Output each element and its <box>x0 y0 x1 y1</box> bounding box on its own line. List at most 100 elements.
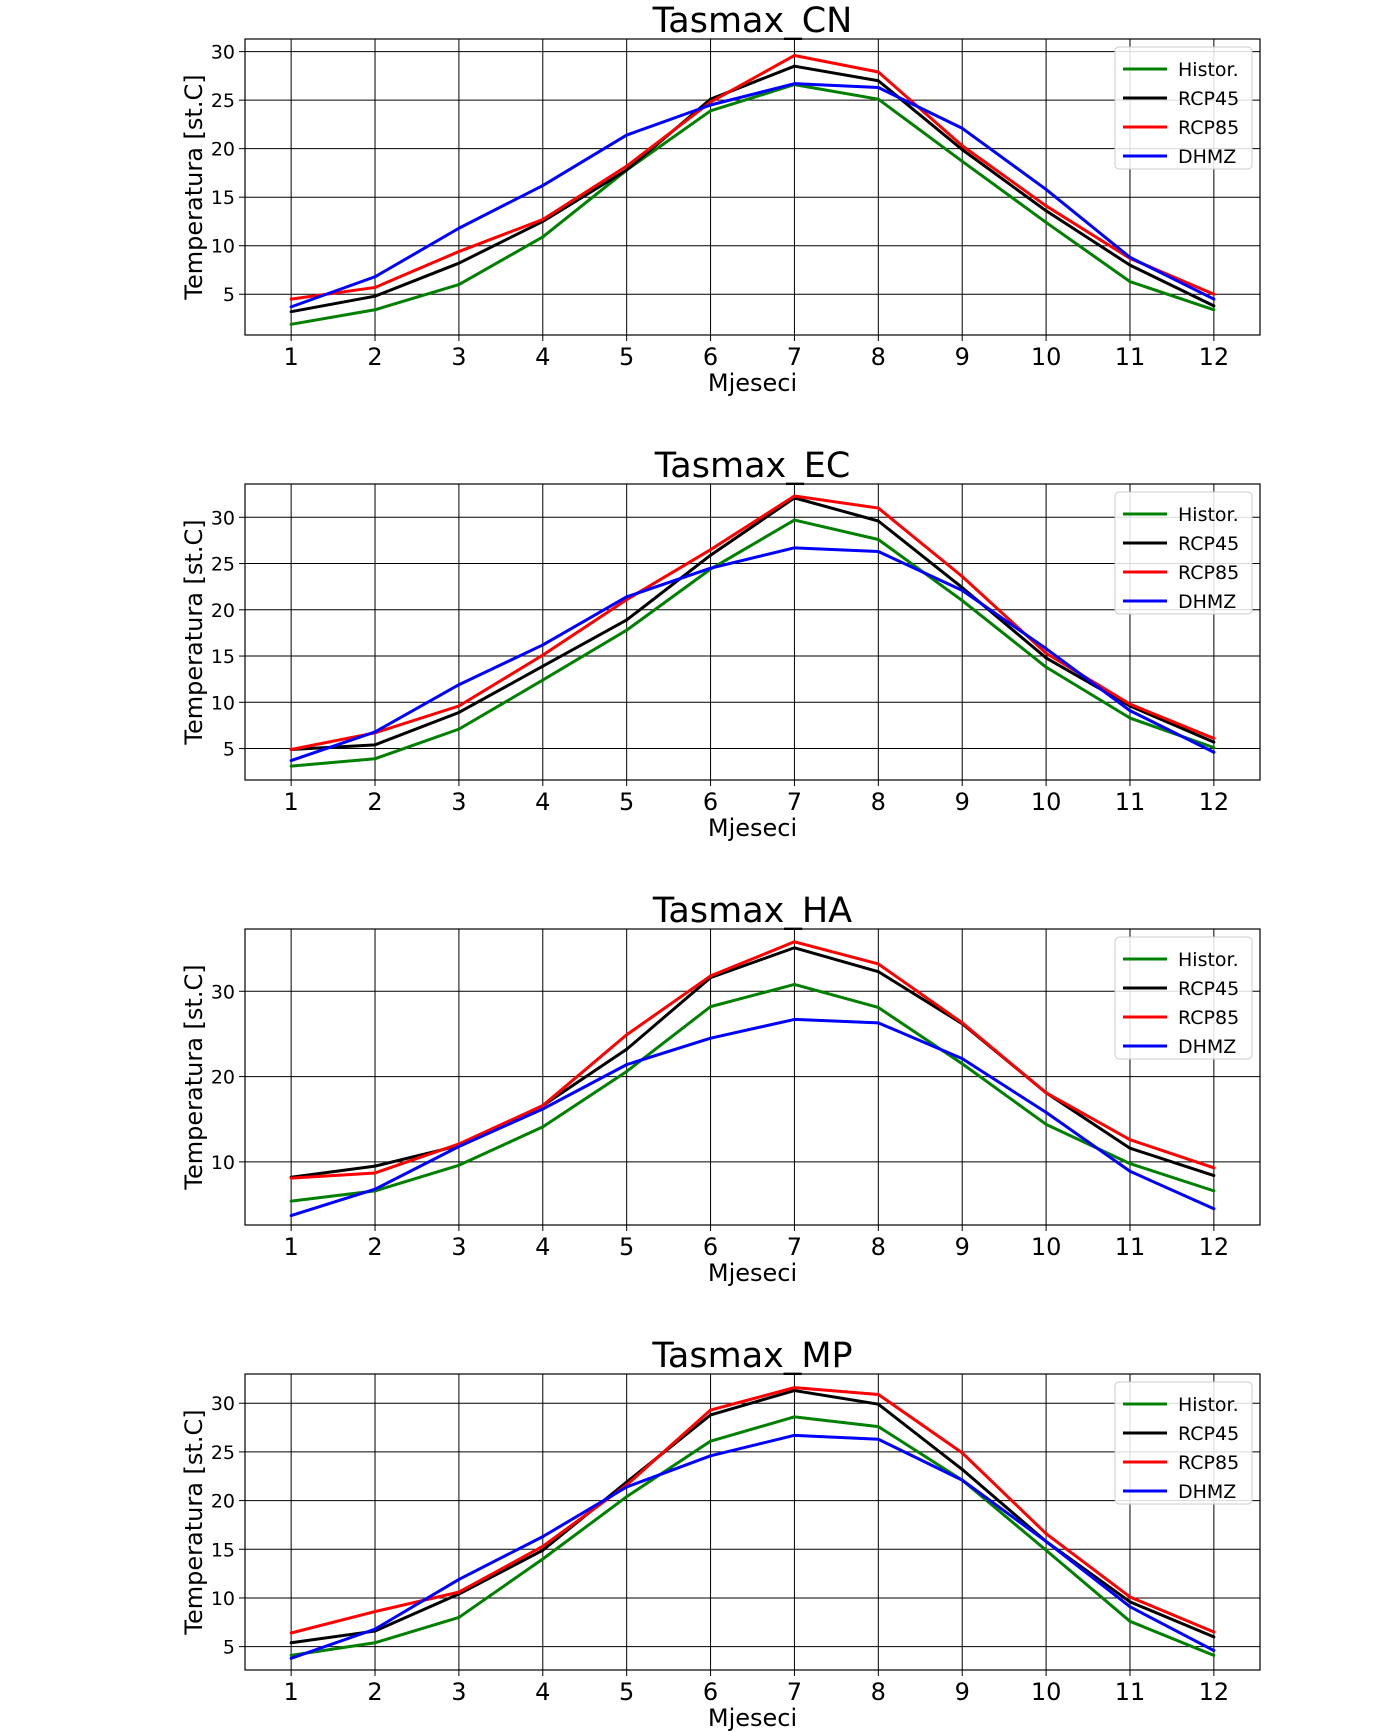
x-tick-label: 1 <box>283 788 298 816</box>
x-tick-label: 11 <box>1115 788 1146 816</box>
x-tick-label: 9 <box>955 788 970 816</box>
legend-label: DHMZ <box>1178 1481 1236 1503</box>
data-point <box>373 1627 377 1631</box>
data-point <box>876 70 880 74</box>
series-line-rcp45 <box>290 64 1215 314</box>
data-point <box>289 310 293 314</box>
data-point <box>541 235 545 239</box>
data-point <box>457 1615 461 1619</box>
data-point <box>1128 709 1132 713</box>
y-axis-label: Temperatura [st.C] <box>180 1409 208 1635</box>
y-tick-label: 20 <box>211 600 235 622</box>
data-point <box>792 546 796 550</box>
data-point <box>289 764 293 768</box>
data-point <box>876 970 880 974</box>
data-point <box>1128 1162 1132 1166</box>
x-tick-label: 10 <box>1031 788 1062 816</box>
data-point <box>1212 1189 1216 1193</box>
data-point <box>373 285 377 289</box>
data-point <box>289 747 293 751</box>
data-point <box>709 97 713 101</box>
data-point <box>709 553 713 557</box>
chart-title: Tasmax_CN <box>652 1 853 41</box>
data-point <box>876 1021 880 1025</box>
legend: Histor. RCP45 RCP85 DHMZ <box>1114 936 1253 1060</box>
data-point <box>792 518 796 522</box>
y-tick-label: 30 <box>211 1393 235 1415</box>
x-tick-label: 6 <box>703 788 718 816</box>
y-tick-label: 20 <box>211 1067 235 1089</box>
x-tick-label: 9 <box>955 1233 970 1261</box>
x-tick-label: 4 <box>535 1678 550 1706</box>
data-point <box>1128 255 1132 259</box>
data-point <box>625 1069 629 1073</box>
data-point <box>709 1439 713 1443</box>
x-tick-label: 1 <box>283 1678 298 1706</box>
legend-label: Histor. <box>1178 59 1239 81</box>
data-point <box>1044 209 1048 213</box>
x-axis-label: Mjeseci <box>708 1259 797 1287</box>
series-line-dhmz <box>290 82 1215 309</box>
data-point <box>625 168 629 172</box>
x-tick-label: 5 <box>619 1678 634 1706</box>
plot-frame <box>244 38 1261 336</box>
x-tick-label: 5 <box>619 1233 634 1261</box>
y-tick-label: 25 <box>211 1442 235 1464</box>
data-point <box>373 308 377 312</box>
data-point <box>373 294 377 298</box>
data-point <box>792 946 796 950</box>
data-point <box>457 1145 461 1149</box>
data-point <box>457 727 461 731</box>
series-line-rcp45 <box>291 496 1215 751</box>
data-point <box>1044 1539 1048 1543</box>
data-point <box>289 1176 293 1180</box>
legend-label: RCP45 <box>1178 1423 1239 1445</box>
data-point <box>709 1454 713 1458</box>
data-point <box>960 588 964 592</box>
data-point <box>1044 665 1048 669</box>
x-tick-label: 8 <box>871 1678 886 1706</box>
y-tick-label: 25 <box>211 90 235 112</box>
data-point <box>289 1214 293 1218</box>
data-point <box>625 1033 629 1037</box>
x-tick-label: 6 <box>703 343 718 371</box>
data-point <box>289 1199 293 1203</box>
x-axis-label: Mjeseci <box>708 814 797 842</box>
data-point <box>457 226 461 230</box>
data-point <box>289 297 293 301</box>
y-tick-label: 15 <box>211 187 235 209</box>
data-point <box>1128 1138 1132 1142</box>
data-point <box>960 586 964 590</box>
data-point <box>457 1163 461 1167</box>
series-line-histor <box>290 83 1215 326</box>
legend-label: RCP45 <box>1178 978 1239 1000</box>
data-point <box>541 664 545 668</box>
data-point <box>1212 1653 1216 1657</box>
data-point <box>960 1057 964 1061</box>
x-tick-label: 8 <box>871 788 886 816</box>
data-point <box>1044 651 1048 655</box>
y-axis-label: Temperatura [st.C] <box>180 519 208 745</box>
legend-label: RCP85 <box>1178 1007 1239 1029</box>
data-point <box>1128 1619 1132 1623</box>
y-tick-label: 10 <box>211 1152 235 1174</box>
chart-panel: 1 2 3 4 5 6 7 8 9 10 11 12102030Tasmax_HAMjeseciTem… <box>180 891 1261 1287</box>
x-tick-label: 2 <box>367 343 382 371</box>
data-point <box>541 643 545 647</box>
y-tick-label: 15 <box>211 1539 235 1561</box>
data-point <box>1044 187 1048 191</box>
data-point <box>541 1104 545 1108</box>
data-point <box>457 261 461 265</box>
y-tick-label: 5 <box>223 739 235 761</box>
data-point <box>289 305 293 309</box>
data-point <box>1044 1532 1048 1536</box>
data-point <box>876 79 880 83</box>
data-point <box>709 1413 713 1417</box>
series-line-rcp45 <box>290 946 1215 1179</box>
x-tick-label: 11 <box>1115 1233 1146 1261</box>
legend-label: RCP45 <box>1178 533 1239 555</box>
y-tick-label: 30 <box>211 507 235 529</box>
data-point <box>625 595 629 599</box>
legend-label: RCP85 <box>1178 1452 1239 1474</box>
data-point <box>960 148 964 152</box>
